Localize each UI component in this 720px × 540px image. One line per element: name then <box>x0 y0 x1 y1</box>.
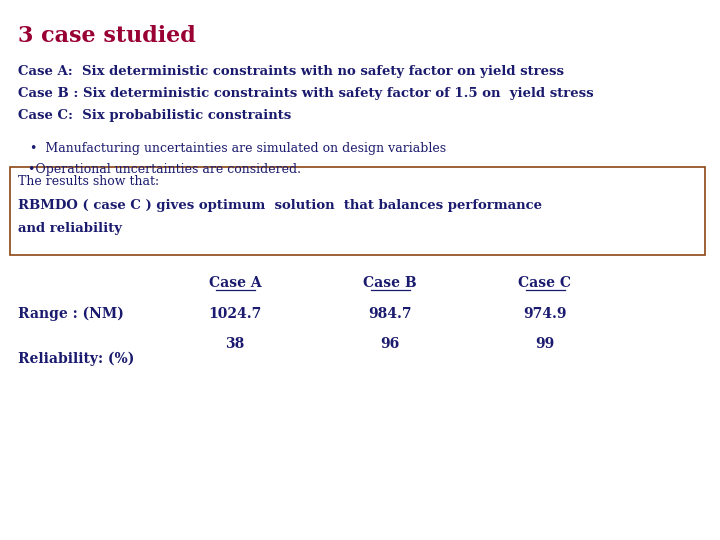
Text: Reliability: (%): Reliability: (%) <box>18 352 135 367</box>
Text: 96: 96 <box>380 337 400 351</box>
Text: 99: 99 <box>536 337 554 351</box>
Text: Case A:  Six deterministic constraints with no safety factor on yield stress: Case A: Six deterministic constraints wi… <box>18 65 564 78</box>
Text: 974.9: 974.9 <box>523 307 567 321</box>
Text: Case B : Six deterministic constraints with safety factor of 1.5 on  yield stres: Case B : Six deterministic constraints w… <box>18 87 593 100</box>
Text: 38: 38 <box>225 337 245 351</box>
Text: Case B: Case B <box>363 276 417 290</box>
Bar <box>10 167 705 255</box>
Text: 984.7: 984.7 <box>368 307 412 321</box>
Text: RBMDO ( case C ) gives optimum  solution  that balances performance: RBMDO ( case C ) gives optimum solution … <box>18 199 542 212</box>
Text: and reliability: and reliability <box>18 222 122 235</box>
Text: •  Manufacturing uncertainties are simulated on design variables: • Manufacturing uncertainties are simula… <box>30 142 446 155</box>
Text: 3 case studied: 3 case studied <box>18 25 196 47</box>
Text: Range : (NM): Range : (NM) <box>18 307 124 321</box>
Text: Case A: Case A <box>209 276 261 290</box>
Text: The results show that:: The results show that: <box>18 175 159 188</box>
Text: Case C:  Six probabilistic constraints: Case C: Six probabilistic constraints <box>18 109 292 122</box>
Text: Case C: Case C <box>518 276 572 290</box>
Text: •Operational uncertainties are considered.: •Operational uncertainties are considere… <box>28 163 301 176</box>
Text: 1024.7: 1024.7 <box>208 307 261 321</box>
